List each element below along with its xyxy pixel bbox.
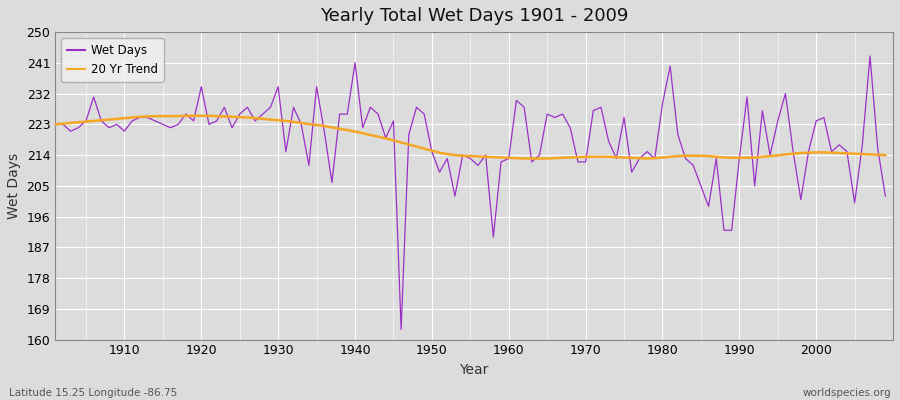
Text: worldspecies.org: worldspecies.org: [803, 388, 891, 398]
Title: Yearly Total Wet Days 1901 - 2009: Yearly Total Wet Days 1901 - 2009: [320, 7, 628, 25]
Text: Latitude 15.25 Longitude -86.75: Latitude 15.25 Longitude -86.75: [9, 388, 177, 398]
Legend: Wet Days, 20 Yr Trend: Wet Days, 20 Yr Trend: [61, 38, 164, 82]
X-axis label: Year: Year: [460, 363, 489, 377]
Y-axis label: Wet Days: Wet Days: [7, 153, 21, 219]
